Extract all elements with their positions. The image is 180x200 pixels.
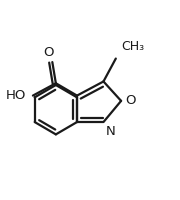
Text: O: O <box>125 94 136 106</box>
Text: CH₃: CH₃ <box>121 40 144 53</box>
Text: HO: HO <box>5 89 26 102</box>
Text: N: N <box>106 125 116 138</box>
Text: O: O <box>44 46 54 59</box>
